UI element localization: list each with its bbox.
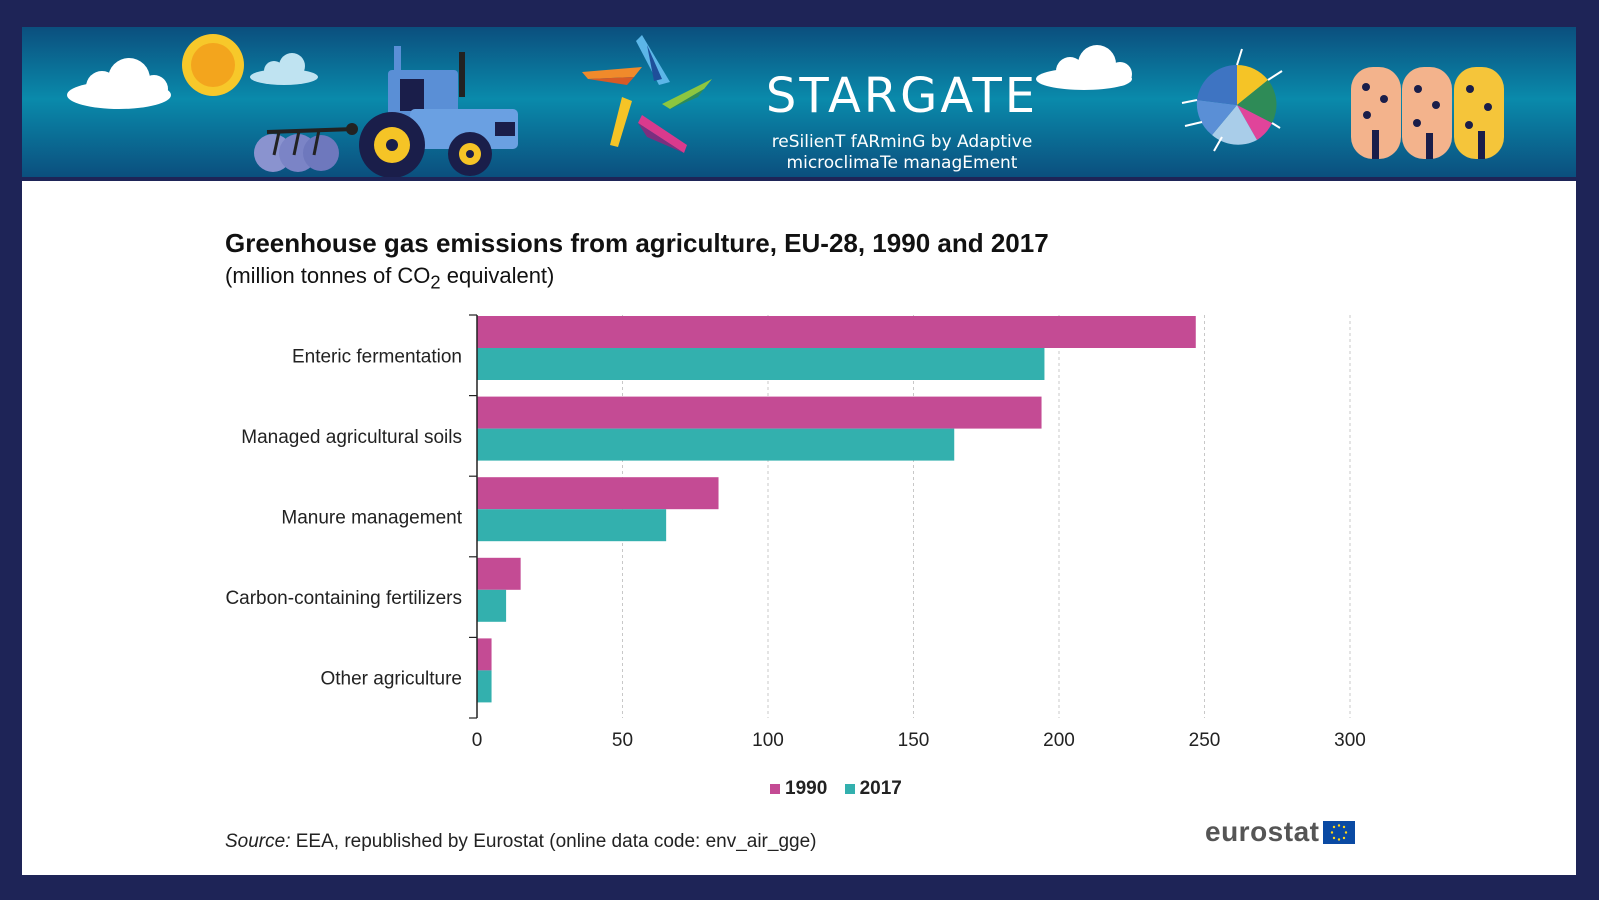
bar-2017 bbox=[477, 670, 492, 703]
bar-1990 bbox=[477, 396, 1042, 429]
cloud-icon bbox=[250, 53, 318, 85]
bar-2017 bbox=[477, 509, 667, 542]
chart-subtitle-prefix: (million tonnes of CO bbox=[225, 263, 431, 288]
source-text: EEA, republished by Eurostat (online dat… bbox=[290, 831, 817, 852]
legend-label-1990: 1990 bbox=[785, 778, 828, 799]
category-label: Carbon-containing fertilizers bbox=[225, 588, 462, 609]
x-tick-label: 300 bbox=[1334, 730, 1366, 751]
chart-subtitle-subscript: 2 bbox=[430, 271, 441, 293]
bar-2017 bbox=[477, 348, 1045, 380]
brand-subtitle-line-2: microclimaTe managEment bbox=[786, 153, 1018, 173]
eurostat-logo: eurostat bbox=[1205, 816, 1356, 848]
stargate-star-logo bbox=[582, 35, 712, 153]
legend-swatch-1990 bbox=[770, 784, 780, 794]
bar-1990 bbox=[477, 316, 1196, 348]
bar-1990 bbox=[477, 638, 492, 671]
x-tick-label: 100 bbox=[752, 730, 784, 751]
legend-label-2017: 2017 bbox=[859, 778, 902, 799]
x-tick-label: 250 bbox=[1189, 730, 1221, 751]
source-note: Source: EEA, republished by Eurostat (on… bbox=[225, 831, 816, 853]
eurostat-logo-text: eurostat bbox=[1205, 816, 1320, 847]
category-label: Manure management bbox=[281, 508, 462, 529]
bar-1990 bbox=[477, 477, 719, 510]
bar-1990 bbox=[477, 557, 521, 590]
cloud-icon bbox=[1036, 45, 1132, 90]
pie-chart-icon bbox=[1181, 48, 1283, 152]
x-tick-label: 150 bbox=[898, 730, 930, 751]
eu-flag-icon bbox=[1323, 820, 1356, 844]
brand-title: STARGATE bbox=[765, 68, 1039, 124]
x-tick-label: 200 bbox=[1043, 730, 1075, 751]
banner-illustration bbox=[67, 34, 1504, 177]
chart-legend: 1990 2017 bbox=[770, 778, 914, 800]
bar-2017 bbox=[477, 589, 507, 622]
chart-subtitle-suffix: equivalent) bbox=[440, 263, 555, 288]
category-label: Managed agricultural soils bbox=[241, 427, 462, 448]
x-tick-label: 50 bbox=[612, 730, 633, 751]
stargate-banner: STARGATE reSilienT fARminG by Adaptive m… bbox=[22, 27, 1576, 177]
brand-subtitle-line-1: reSilienT fARminG by Adaptive bbox=[771, 132, 1033, 152]
chart-panel bbox=[22, 181, 1576, 875]
category-label: Enteric fermentation bbox=[292, 346, 462, 367]
x-tick-label: 0 bbox=[472, 730, 483, 751]
chart-title: Greenhouse gas emissions from agricultur… bbox=[225, 228, 1049, 258]
legend-swatch-2017 bbox=[844, 784, 855, 794]
tractor-icon bbox=[254, 46, 518, 177]
category-label: Other agriculture bbox=[320, 669, 462, 690]
bar-2017 bbox=[477, 428, 955, 461]
legend-item-1990: 1990 bbox=[770, 778, 827, 800]
chart-subtitle: (million tonnes of CO2 equivalent) bbox=[225, 263, 554, 293]
sun-icon bbox=[182, 34, 244, 96]
legend-item-2017: 2017 bbox=[844, 778, 902, 800]
buildings-icon bbox=[1351, 67, 1504, 159]
cloud-icon bbox=[67, 58, 171, 109]
source-label: Source: bbox=[225, 831, 291, 852]
